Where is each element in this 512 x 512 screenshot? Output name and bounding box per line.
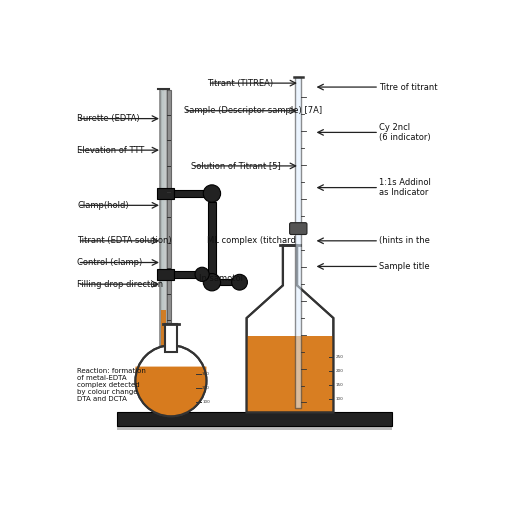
- Polygon shape: [136, 367, 206, 416]
- Text: (hints in the: (hints in the: [379, 237, 430, 245]
- Bar: [175, 271, 202, 278]
- Text: ML complex (titchard: ML complex (titchard: [207, 237, 296, 245]
- Text: Clamp(hold): Clamp(hold): [77, 201, 129, 210]
- Circle shape: [136, 345, 206, 416]
- Text: 100: 100: [202, 400, 210, 404]
- Text: Elevation of TTT: Elevation of TTT: [77, 145, 144, 155]
- Bar: [212, 279, 240, 285]
- Polygon shape: [247, 245, 333, 412]
- Text: Titre of titrant: Titre of titrant: [379, 82, 437, 92]
- Bar: [208, 202, 216, 282]
- Text: 1:1s Addinol
as Indicator: 1:1s Addinol as Indicator: [379, 178, 431, 197]
- Text: 300: 300: [202, 372, 210, 376]
- Text: Burette (EDTA): Burette (EDTA): [77, 114, 140, 123]
- Circle shape: [231, 274, 247, 290]
- Bar: [157, 269, 175, 280]
- Bar: [164, 90, 167, 413]
- Bar: [157, 187, 175, 199]
- Text: Cy 2ncl
(6 indicator): Cy 2ncl (6 indicator): [379, 123, 430, 142]
- Circle shape: [195, 267, 209, 282]
- Circle shape: [203, 185, 221, 202]
- Text: Solution of Titrant [5]: Solution of Titrant [5]: [191, 161, 281, 170]
- Text: 200: 200: [335, 369, 343, 373]
- Bar: [161, 310, 166, 412]
- Bar: [160, 89, 167, 412]
- Text: Reaction: formation
of metal-EDTA
complex detected
by colour change
DTA and DCTA: Reaction: formation of metal-EDTA comple…: [77, 368, 146, 402]
- Polygon shape: [247, 336, 333, 412]
- Bar: [165, 324, 177, 352]
- Text: Sample title: Sample title: [379, 262, 430, 271]
- Text: In samotol: In samotol: [199, 274, 243, 283]
- Text: 150: 150: [335, 383, 343, 387]
- Text: Filling drop direction: Filling drop direction: [77, 280, 163, 289]
- Text: Control (clamp): Control (clamp): [77, 258, 142, 267]
- Bar: [117, 425, 393, 430]
- Text: Titrant (TITREA): Titrant (TITREA): [207, 79, 273, 88]
- Bar: [117, 412, 393, 426]
- Text: 100: 100: [335, 396, 343, 400]
- Text: 250: 250: [335, 355, 343, 359]
- Text: Titrant (EDTA solution): Titrant (EDTA solution): [77, 237, 172, 245]
- Circle shape: [203, 273, 221, 291]
- Bar: [175, 189, 212, 198]
- Bar: [161, 90, 171, 413]
- Text: 200: 200: [202, 386, 210, 390]
- Text: Sample (Descriptor sample) [7A]: Sample (Descriptor sample) [7A]: [183, 106, 322, 115]
- FancyBboxPatch shape: [290, 223, 307, 234]
- Bar: [295, 77, 302, 409]
